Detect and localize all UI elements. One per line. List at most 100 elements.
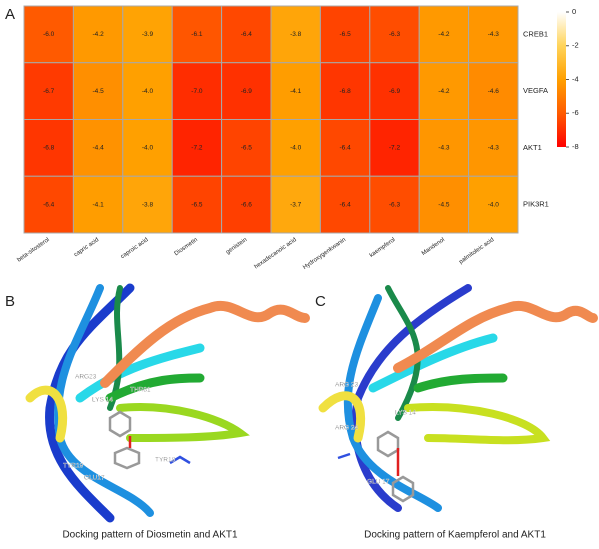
cell-label: -6.6 xyxy=(241,201,253,208)
residue-label: LYS 14 xyxy=(92,397,113,404)
panel-label: A xyxy=(5,6,15,23)
cell-label: -6.9 xyxy=(241,88,253,95)
heatmap-cell xyxy=(369,5,420,64)
residue-label: GLU17 xyxy=(84,475,105,482)
column-label: beta-sitosterol xyxy=(16,237,50,264)
heatmap-cell xyxy=(270,5,321,64)
cell-label: -4.1 xyxy=(92,201,104,208)
heatmap-cell xyxy=(270,62,321,120)
residue-label: TYR19 xyxy=(63,463,84,470)
cell-label: -4.3 xyxy=(488,145,500,152)
cell-label: -6.3 xyxy=(389,31,401,38)
colorbar-tick-label: 0 xyxy=(572,7,576,16)
cell-label: -4.0 xyxy=(142,145,154,152)
cell-label: -4.0 xyxy=(488,201,500,208)
caption: Docking pattern of Kaempferol and AKT1 xyxy=(364,530,546,541)
cell-label: -6.4 xyxy=(339,145,351,152)
cell-label: -4.2 xyxy=(92,31,104,38)
heatmap-cell xyxy=(418,119,470,177)
colorbar-tick-label: -4 xyxy=(572,74,579,83)
cell-label: -4.0 xyxy=(290,145,302,152)
heatmap-cell xyxy=(418,62,470,120)
colorbar-tick-label: -8 xyxy=(572,142,579,151)
column-label: genistein xyxy=(225,237,248,256)
cell-label: -4.2 xyxy=(438,31,450,38)
colorbar-tick-label: -2 xyxy=(572,41,579,50)
heatmap-cell xyxy=(171,62,223,120)
column-label: kaempferol xyxy=(369,237,397,259)
cell-label: -6.5 xyxy=(191,201,203,208)
heatmap-cell xyxy=(171,175,223,234)
cell-label: -6.0 xyxy=(43,31,55,38)
cell-label: -4.0 xyxy=(142,88,154,95)
cell-label: -6.4 xyxy=(339,201,351,208)
caption: Docking pattern of Diosmetin and AKT1 xyxy=(62,530,238,541)
heatmap-cell xyxy=(270,119,321,177)
ligand xyxy=(108,410,191,470)
heatmap-cell xyxy=(72,175,124,234)
residue-label: ARG 23 xyxy=(335,382,359,389)
cell-label: -6.3 xyxy=(389,201,401,208)
residue-label: TYR18 xyxy=(155,457,176,464)
cell-label: -7.0 xyxy=(191,88,203,95)
heatmap-cell xyxy=(319,5,371,64)
cell-label: -3.9 xyxy=(142,31,154,38)
cell-label: -3.8 xyxy=(142,201,154,208)
column-label: hexadecanoic acid xyxy=(254,237,298,270)
cell-label: -4.3 xyxy=(438,145,450,152)
heatmap-cell xyxy=(221,62,272,120)
column-label: Diosmetin xyxy=(174,237,199,257)
heatmap-cell xyxy=(319,62,371,120)
cell-label: -6.8 xyxy=(339,88,351,95)
column-label: capric acid xyxy=(73,237,100,258)
residue-label: ARG23 xyxy=(75,374,97,381)
row-label: VEGFA xyxy=(523,86,548,95)
panel-label: C xyxy=(315,293,326,310)
cell-label: -4.4 xyxy=(92,145,104,152)
heatmap-cell xyxy=(319,175,371,234)
residue-label: THR81 xyxy=(130,387,151,394)
colorbar xyxy=(557,12,566,147)
cell-label: -7.2 xyxy=(191,145,203,152)
cell-label: -4.5 xyxy=(92,88,104,95)
cell-label: -4.2 xyxy=(438,88,450,95)
heatmap-cell xyxy=(369,175,420,234)
cell-label: -6.5 xyxy=(339,31,351,38)
row-label: AKT1 xyxy=(523,143,542,152)
cell-label: -4.3 xyxy=(488,31,500,38)
heatmap-cell xyxy=(369,62,420,120)
cell-label: -3.8 xyxy=(290,31,302,38)
column-label: Mandenol xyxy=(421,237,446,257)
column-label: palmitoleic acid xyxy=(458,237,495,265)
column-label: Hydroxygenkwanin xyxy=(302,237,347,271)
cell-label: -6.7 xyxy=(43,88,55,95)
heatmap-cell xyxy=(468,62,519,120)
protein-structure xyxy=(25,283,310,523)
cell-label: -3.7 xyxy=(290,201,302,208)
row-label: CREB1 xyxy=(523,29,548,38)
cell-label: -6.9 xyxy=(389,88,401,95)
cell-label: -6.5 xyxy=(241,145,253,152)
heatmap-cell xyxy=(23,62,74,120)
residue-label: ARG 24 xyxy=(335,425,359,432)
cell-label: -6.4 xyxy=(241,31,253,38)
cell-label: -4.1 xyxy=(290,88,302,95)
heatmap-cell xyxy=(221,119,272,177)
heatmap-cell xyxy=(122,119,173,177)
heatmap-cell xyxy=(122,175,173,234)
heatmap-cell xyxy=(23,5,74,64)
heatmap-cell xyxy=(23,175,74,234)
heatmap-cell xyxy=(319,119,371,177)
heatmap-cell xyxy=(72,62,124,120)
residue-label: LYS 14 xyxy=(395,410,416,417)
residue-label: GLU 17 xyxy=(367,479,390,486)
heatmap-cell xyxy=(221,175,272,234)
cell-label: -4.5 xyxy=(438,201,450,208)
heatmap-cell xyxy=(468,5,519,64)
heatmap-cell xyxy=(468,175,519,234)
ligand xyxy=(337,430,415,503)
cell-label: -6.4 xyxy=(43,201,55,208)
cell-label: -7.2 xyxy=(389,145,401,152)
heatmap-cell xyxy=(418,175,470,234)
